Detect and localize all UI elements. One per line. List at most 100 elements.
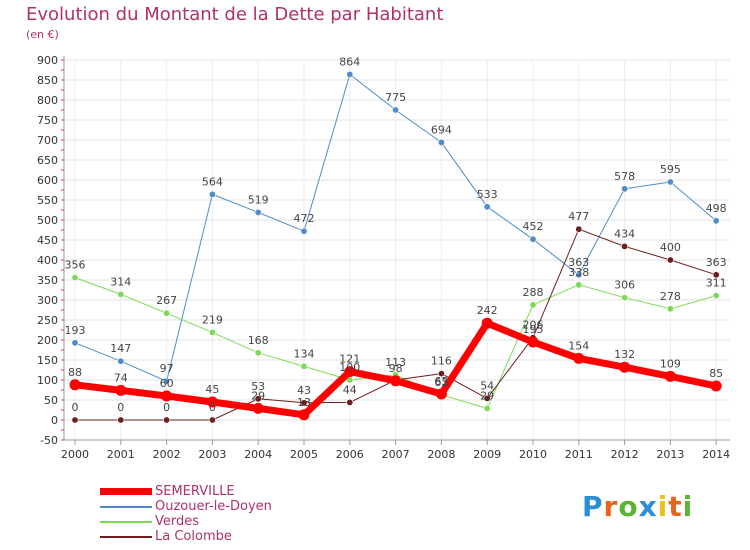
data-label: 288 <box>523 286 544 299</box>
data-point <box>117 357 125 365</box>
data-label: 109 <box>660 357 681 370</box>
y-tick-label: 900 <box>37 54 58 67</box>
data-label: 0 <box>117 401 124 414</box>
data-label: 43 <box>297 384 311 397</box>
legend-label: La Colombe <box>155 529 232 544</box>
y-tick-label: 150 <box>37 354 58 367</box>
data-point <box>712 271 720 279</box>
y-tick-label: 600 <box>37 174 58 187</box>
data-label: 363 <box>568 256 589 269</box>
data-point <box>392 106 400 114</box>
data-point <box>117 416 125 424</box>
logo-letter: i <box>682 490 694 523</box>
data-label: 113 <box>385 356 406 369</box>
series-semerville <box>69 317 722 421</box>
data-point <box>619 361 631 373</box>
data-label: 498 <box>706 202 727 215</box>
legend-swatch <box>100 506 152 508</box>
data-point <box>71 274 79 282</box>
x-tick-label: 2013 <box>656 448 684 461</box>
logo-letter: P <box>582 490 604 523</box>
x-tick-label: 2002 <box>153 448 181 461</box>
data-label: 13 <box>297 396 311 409</box>
data-point <box>621 294 629 302</box>
data-label: 85 <box>709 367 723 380</box>
data-label: 29 <box>251 389 265 402</box>
chart-unit: (en €) <box>26 28 59 41</box>
data-point <box>346 70 354 78</box>
series-la-colombe <box>71 225 720 424</box>
series-ouzouer-le-doyen <box>71 70 720 385</box>
data-point <box>254 395 262 403</box>
x-tick-label: 2009 <box>473 448 501 461</box>
logo-letter: t <box>668 490 683 523</box>
data-label: 363 <box>706 256 727 269</box>
data-label: 168 <box>248 334 269 347</box>
data-label: 132 <box>614 348 635 361</box>
data-label: 88 <box>68 366 82 379</box>
data-label: 195 <box>523 323 544 336</box>
data-label: 29 <box>480 389 494 402</box>
x-tick-label: 2012 <box>611 448 639 461</box>
y-tick-label: -50 <box>40 434 58 447</box>
data-label: 97 <box>160 362 174 375</box>
legend-swatch <box>100 488 152 495</box>
legend-swatch <box>100 521 152 523</box>
data-point <box>300 399 308 407</box>
data-label: 206 <box>523 319 544 332</box>
x-tick-label: 2006 <box>336 448 364 461</box>
y-tick-label: 800 <box>37 94 58 107</box>
data-point <box>300 362 308 370</box>
data-point <box>71 416 79 424</box>
data-point <box>664 370 676 382</box>
data-point <box>208 190 216 198</box>
data-point <box>666 178 674 186</box>
data-label: 434 <box>614 227 635 240</box>
data-point <box>575 281 583 289</box>
data-point <box>712 292 720 300</box>
data-label: 44 <box>343 383 357 396</box>
x-tick-label: 2011 <box>565 448 593 461</box>
data-point <box>71 339 79 347</box>
data-point <box>437 138 445 146</box>
data-label: 306 <box>614 279 635 292</box>
x-tick-label: 2001 <box>107 448 135 461</box>
data-label: 98 <box>389 362 403 375</box>
data-label: 267 <box>156 294 177 307</box>
data-point <box>208 328 216 336</box>
data-point <box>712 217 720 225</box>
y-tick-label: 200 <box>37 334 58 347</box>
data-label: 477 <box>568 210 589 223</box>
axis-layer: -500501001502002503003504004505005506006… <box>37 54 730 461</box>
data-point <box>529 235 537 243</box>
x-tick-label: 2010 <box>519 448 547 461</box>
legend-label: Ouzouer-le-Doyen <box>155 499 272 514</box>
data-label: 578 <box>614 170 635 183</box>
data-point <box>163 309 171 317</box>
data-point <box>483 394 491 402</box>
series-layer <box>69 70 722 424</box>
data-label: 864 <box>339 55 360 68</box>
data-point <box>666 256 674 264</box>
proxiti-logo: Proxiti <box>582 490 693 523</box>
logo-letter: x <box>638 490 658 523</box>
data-label: 60 <box>160 377 174 390</box>
data-label: 100 <box>339 361 360 374</box>
data-point <box>300 227 308 235</box>
data-label: 116 <box>431 355 452 368</box>
data-label: 193 <box>65 324 86 337</box>
data-label: 134 <box>294 347 315 360</box>
data-label: 147 <box>110 342 131 355</box>
data-label: 400 <box>660 241 681 254</box>
y-tick-label: 650 <box>37 154 58 167</box>
x-tick-label: 2008 <box>427 448 455 461</box>
data-label: 63 <box>434 376 448 389</box>
y-tick-label: 250 <box>37 314 58 327</box>
data-label: 314 <box>110 275 131 288</box>
logo-letter: r <box>603 490 619 523</box>
data-point <box>390 375 402 387</box>
y-tick-label: 300 <box>37 294 58 307</box>
data-point <box>344 366 356 378</box>
